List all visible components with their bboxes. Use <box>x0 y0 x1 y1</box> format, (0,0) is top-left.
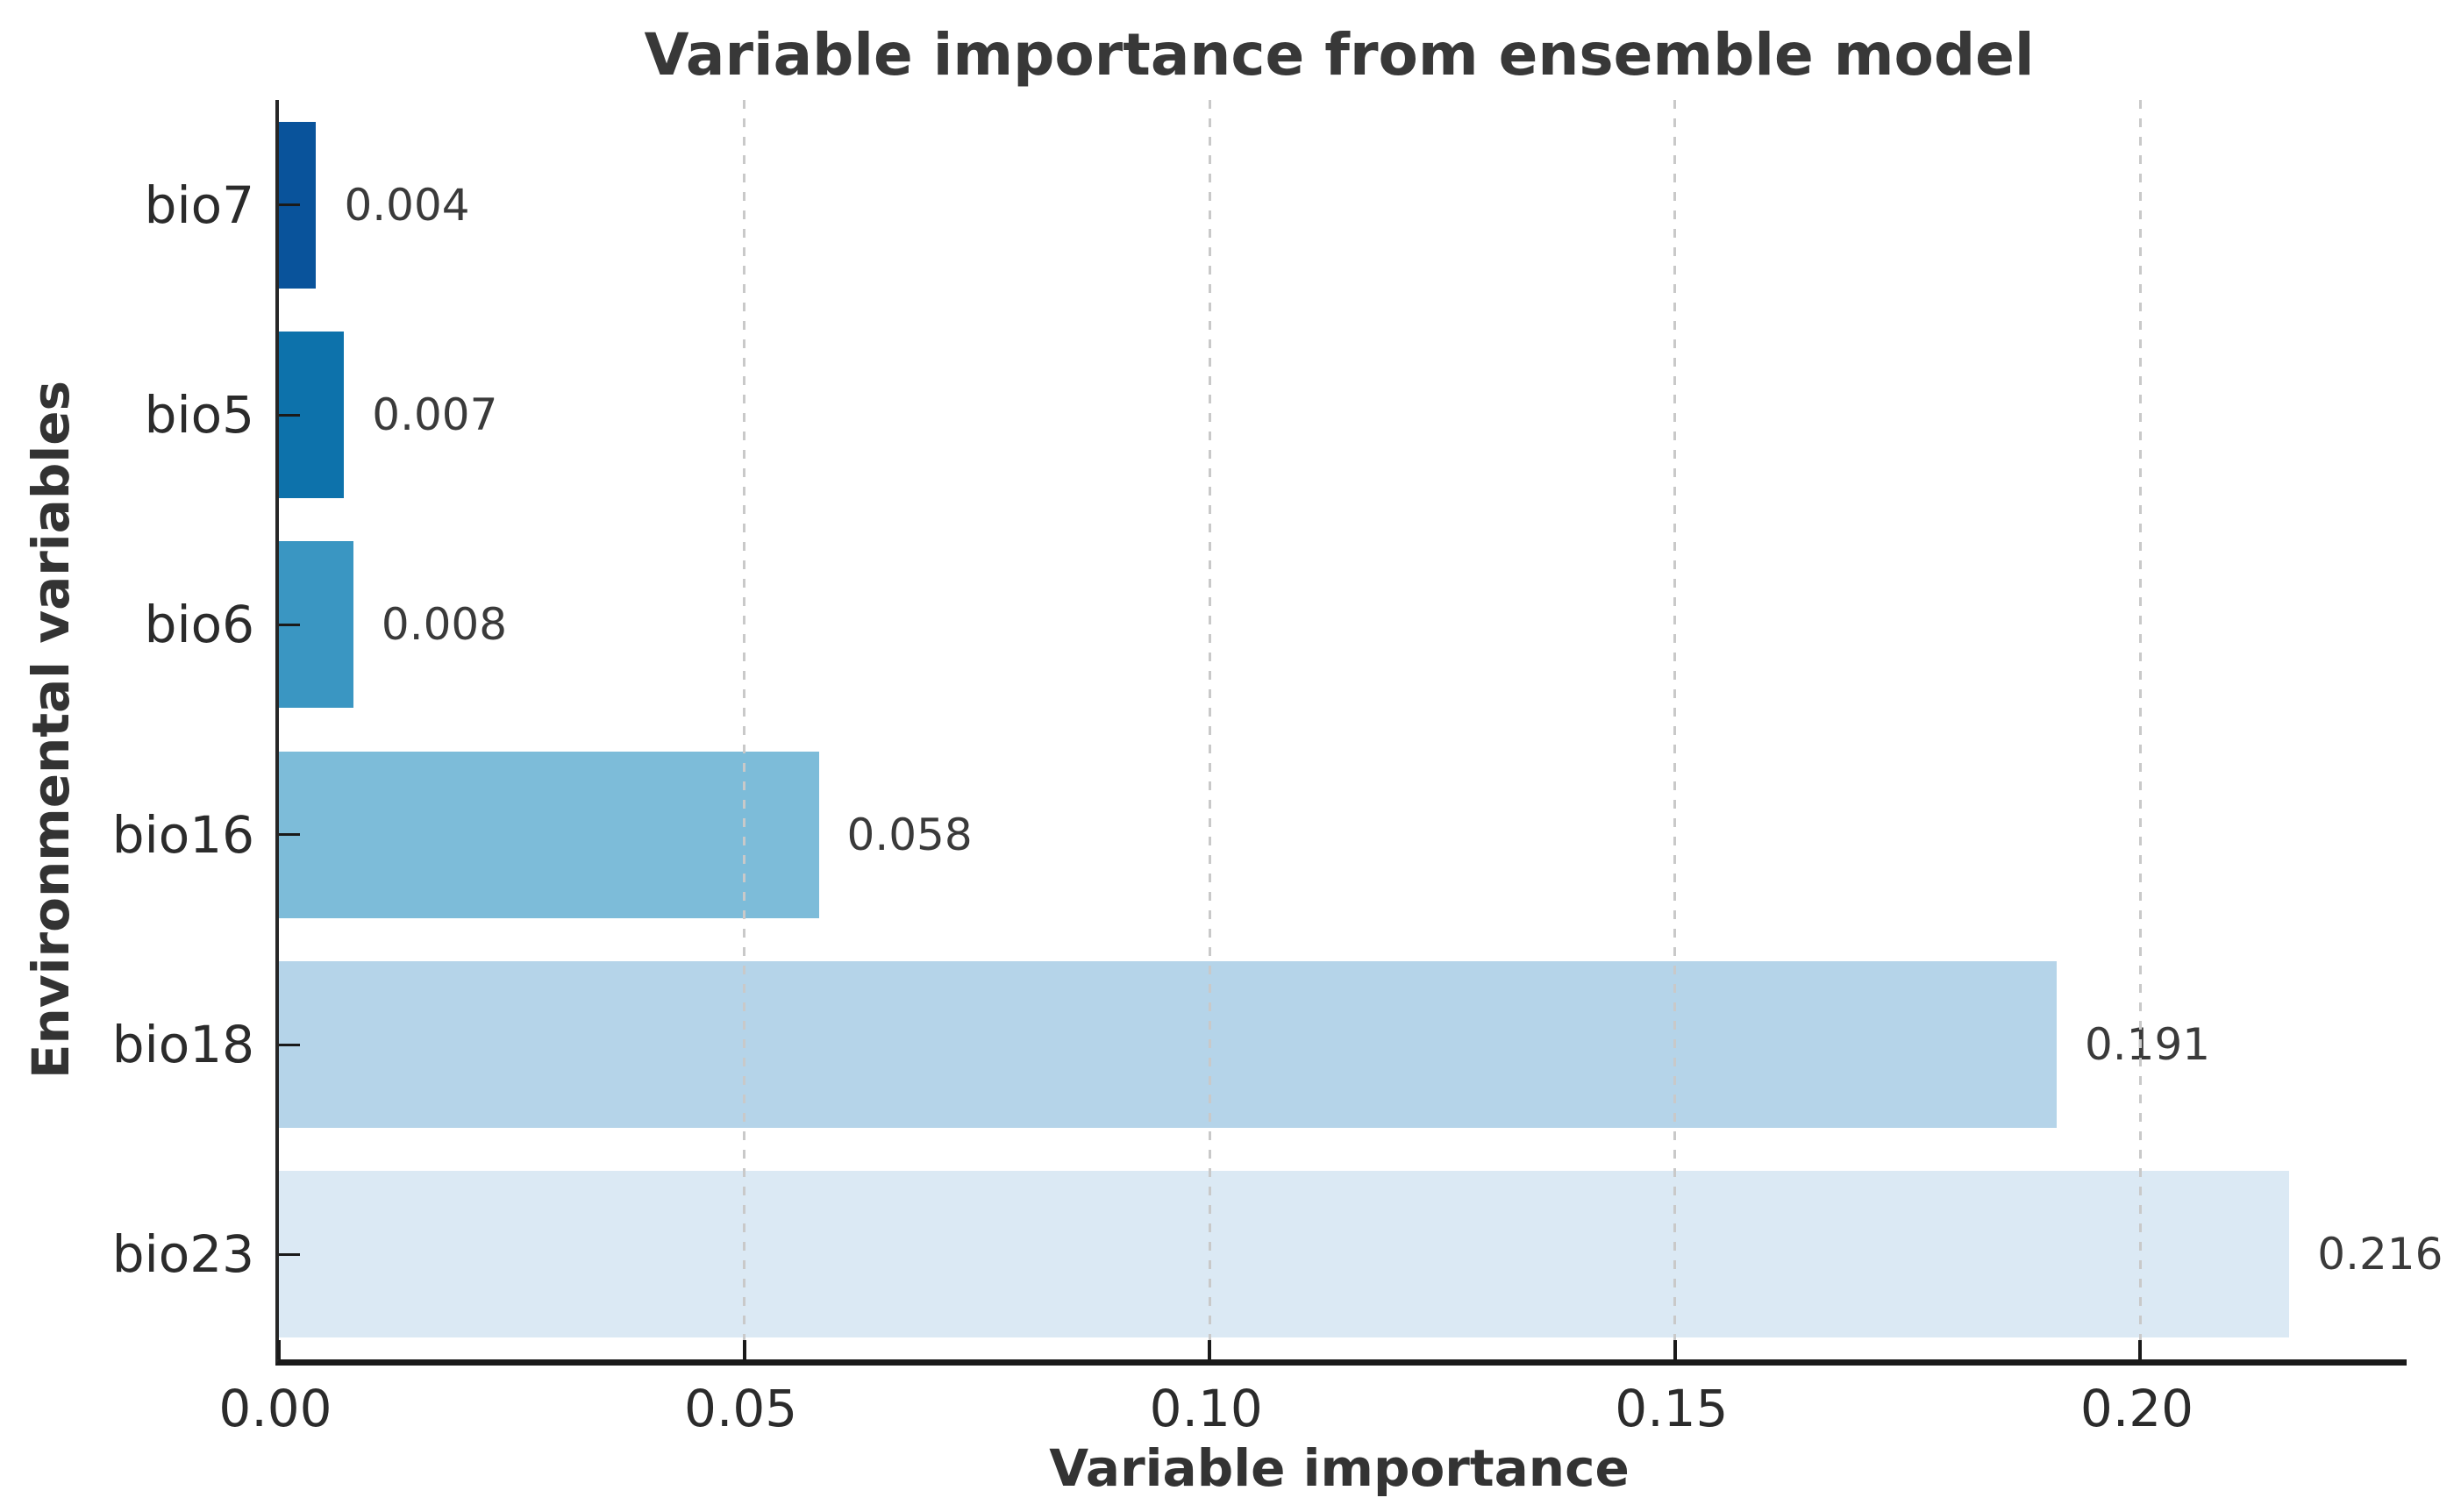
y-tick-bio7 <box>279 203 300 207</box>
gridline-0.10 <box>1208 100 1211 1359</box>
y-tick-bio5 <box>279 413 300 417</box>
bar-value-label-bio5: 0.007 <box>372 389 498 440</box>
y-tick-bio16 <box>279 833 300 837</box>
y-axis-label: Environmental variables <box>21 380 81 1080</box>
x-tick-0.10 <box>1208 1340 1212 1359</box>
bar-row-bio18: 0.191 <box>279 961 2407 1128</box>
gridline-0.05 <box>743 100 746 1359</box>
bar-row-bio6: 0.008 <box>279 541 2407 709</box>
x-tick-label-0.05: 0.05 <box>684 1379 798 1438</box>
bar-bio23 <box>279 1171 2290 1338</box>
bar-bio16 <box>279 751 819 918</box>
category-label-bio16: bio16 <box>111 804 254 865</box>
bar-value-label-bio23: 0.216 <box>2317 1229 2443 1280</box>
gridline-0.20 <box>2138 100 2142 1359</box>
category-label-bio6: bio6 <box>144 595 254 655</box>
x-tick-label-0.00: 0.00 <box>218 1379 332 1438</box>
bar-row-bio5: 0.007 <box>279 332 2407 498</box>
bar-value-label-bio16: 0.058 <box>846 809 973 860</box>
bar-value-label-bio6: 0.008 <box>381 599 508 651</box>
x-tick-0.15 <box>1673 1340 1677 1359</box>
x-tick-0.05 <box>742 1340 746 1359</box>
x-tick-label-0.15: 0.15 <box>1615 1379 1729 1438</box>
x-tick-label-0.10: 0.10 <box>1149 1379 1263 1438</box>
gridline-0.15 <box>1673 100 1677 1359</box>
category-label-bio5: bio5 <box>144 385 254 445</box>
bar-value-label-bio18: 0.191 <box>2084 1019 2211 1070</box>
x-tick-label-0.20: 0.20 <box>2079 1379 2194 1438</box>
x-axis-label: Variable importance <box>1049 1438 1630 1498</box>
category-label-bio18: bio18 <box>111 1015 254 1074</box>
chart-title: Variable importance from ensemble model <box>644 21 2035 89</box>
y-tick-bio23 <box>279 1252 300 1256</box>
y-tick-bio18 <box>279 1043 300 1046</box>
bar-row-bio16: 0.058 <box>279 751 2407 918</box>
bar-row-bio7: 0.004 <box>279 121 2407 289</box>
category-label-bio23: bio23 <box>111 1224 254 1285</box>
bar-row-bio23: 0.216 <box>279 1171 2443 1338</box>
bar-bio18 <box>279 961 2057 1128</box>
x-tick-0.00 <box>277 1340 281 1359</box>
x-tick-0.20 <box>2138 1340 2143 1359</box>
plot-area: 0.004 0.007 0.008 0.058 0.191 0.216 <box>275 100 2443 1366</box>
bar-value-label-bio7: 0.004 <box>344 179 470 231</box>
category-label-bio7: bio7 <box>144 175 254 235</box>
y-tick-bio6 <box>279 623 300 626</box>
